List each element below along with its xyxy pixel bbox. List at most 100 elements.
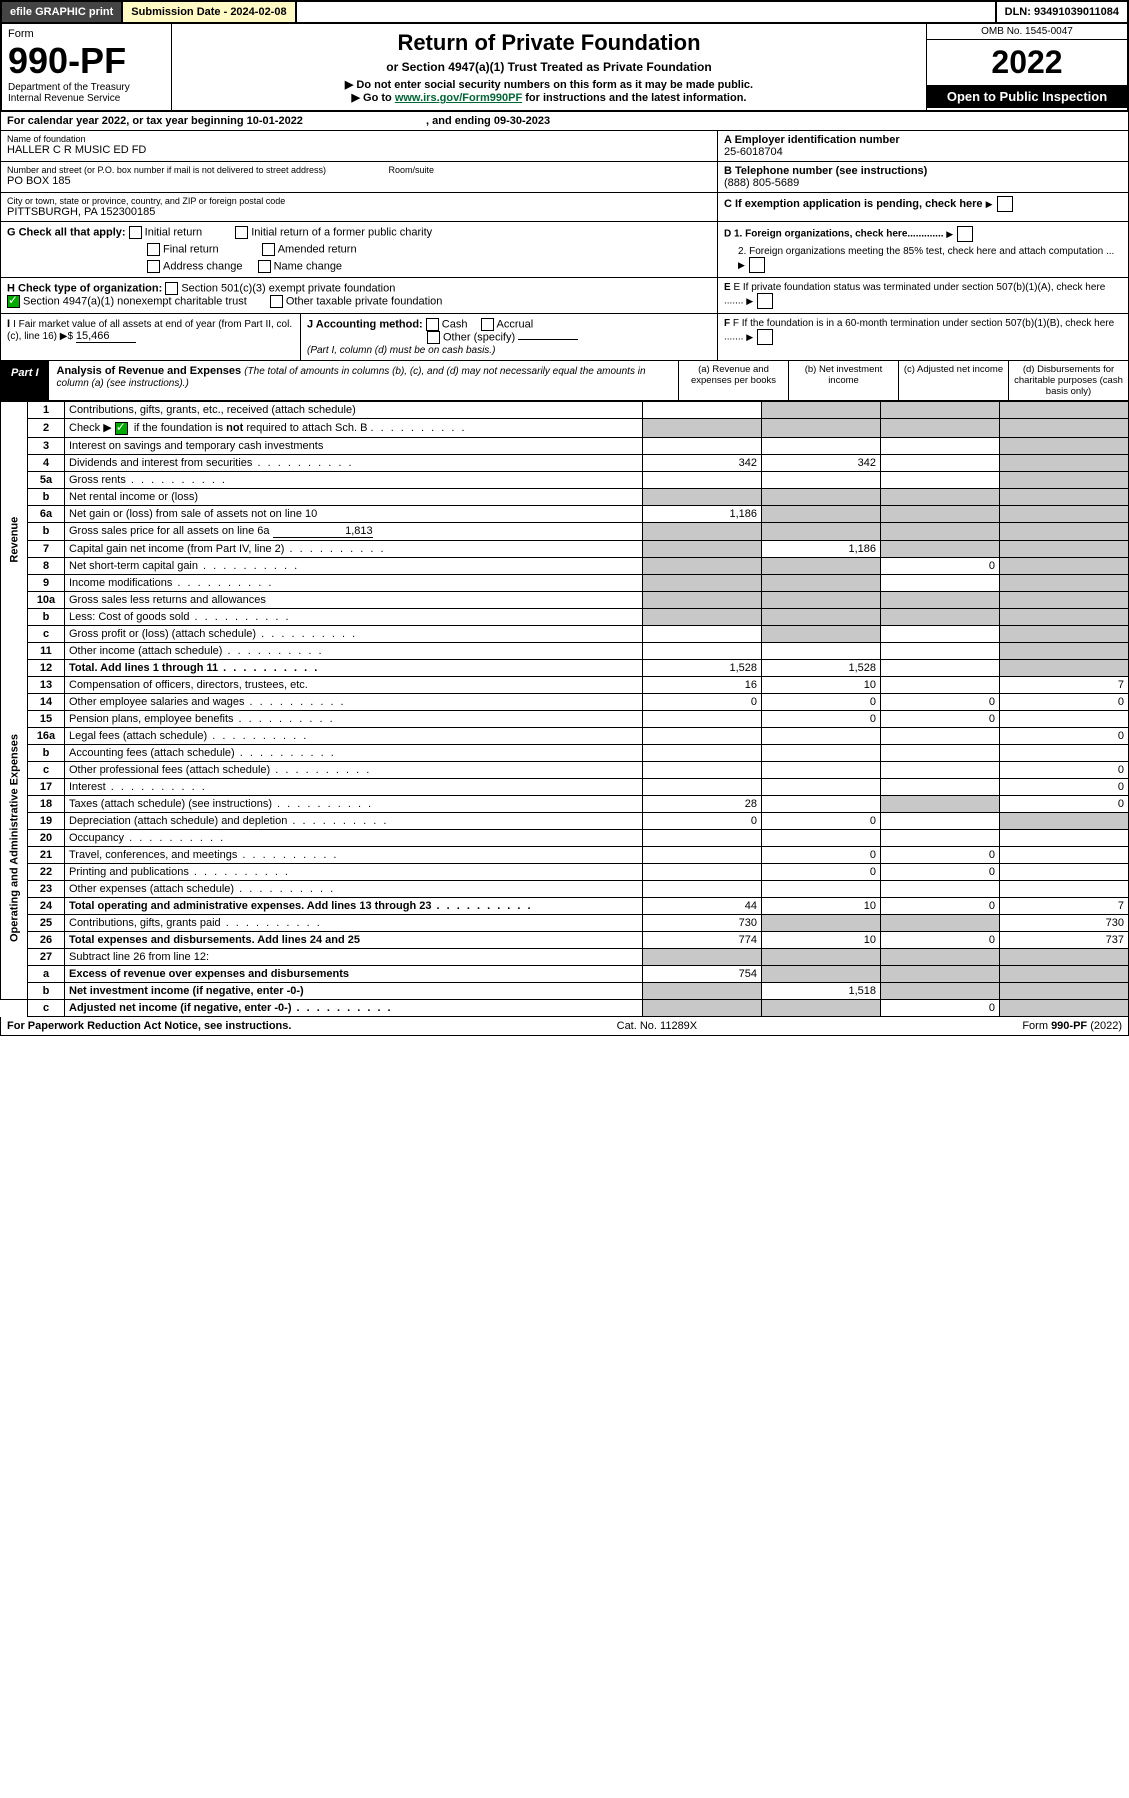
table-row: bGross sales price for all assets on lin… [1,522,1129,540]
f-block: F F If the foundation is in a 60-month t… [718,314,1128,360]
col-a-header: (a) Revenue and expenses per books [678,361,788,400]
table-row: bLess: Cost of goods sold [1,608,1129,625]
main-table: Revenue 1Contributions, gifts, grants, e… [0,401,1129,1017]
calendar-year-row: For calendar year 2022, or tax year begi… [0,112,1129,131]
g-amended[interactable] [262,243,275,256]
irs: Internal Revenue Service [8,93,165,104]
table-row: bAccounting fees (attach schedule) [1,744,1129,761]
g-final[interactable] [147,243,160,256]
j-other[interactable] [427,331,440,344]
e-block: E E If private foundation status was ter… [718,278,1128,314]
footer-right: Form 990-PF (2022) [1022,1020,1122,1032]
table-row: aExcess of revenue over expenses and dis… [1,965,1129,982]
form-header: Form 990-PF Department of the Treasury I… [0,24,1129,112]
note-1: ▶ Do not enter social security numbers o… [178,78,920,91]
ein-value: 25-6018704 [724,146,1122,158]
col-b-header: (b) Net investment income [788,361,898,400]
part1-header: Part I Analysis of Revenue and Expenses … [0,361,1129,401]
table-row: 26Total expenses and disbursements. Add … [1,931,1129,948]
spacer [297,2,997,22]
addr-value: PO BOX 185 [7,175,711,187]
g-initial-return[interactable] [129,226,142,239]
table-row: 18Taxes (attach schedule) (see instructi… [1,795,1129,812]
efile-print-button[interactable]: efile GRAPHIC print [2,2,123,22]
omb-number: OMB No. 1545-0047 [927,24,1127,40]
table-row: Operating and Administrative Expenses 13… [1,676,1129,693]
table-row: 16aLegal fees (attach schedule)0 [1,727,1129,744]
form-subtitle: or Section 4947(a)(1) Trust Treated as P… [178,60,920,74]
top-bar: efile GRAPHIC print Submission Date - 20… [0,0,1129,24]
city-value: PITTSBURGH, PA 152300185 [7,206,711,218]
foundation-name: HALLER C R MUSIC ED FD [7,144,711,156]
table-row: 17Interest0 [1,778,1129,795]
col-d-header: (d) Disbursements for charitable purpose… [1008,361,1128,400]
table-row: 10aGross sales less returns and allowanc… [1,591,1129,608]
table-row: cOther professional fees (attach schedul… [1,761,1129,778]
form-number: 990-PF [8,40,165,82]
table-row: 15Pension plans, employee benefits00 [1,710,1129,727]
d1-checkbox[interactable] [957,226,973,242]
footer: For Paperwork Reduction Act Notice, see … [0,1017,1129,1036]
footer-mid: Cat. No. 11289X [617,1020,698,1032]
schb-checkbox[interactable] [115,422,128,435]
f-checkbox[interactable] [757,329,773,345]
form-title: Return of Private Foundation [178,30,920,56]
j-accrual[interactable] [481,318,494,331]
addr-label: Number and street (or P.O. box number if… [7,165,711,175]
c-label: C If exemption application is pending, c… [724,198,983,210]
h-4947[interactable] [7,295,20,308]
dept: Department of the Treasury [8,82,165,93]
city-label: City or town, state or province, country… [7,196,711,206]
tel-label: B Telephone number (see instructions) [724,165,1122,177]
table-row: 9Income modifications [1,574,1129,591]
table-row: 2Check ▶ if the foundation is not requir… [1,419,1129,438]
h-501c3[interactable] [165,282,178,295]
g-address-change[interactable] [147,260,160,273]
g-initial-former[interactable] [235,226,248,239]
ein-label: A Employer identification number [724,134,1122,146]
g-name-change[interactable] [258,260,271,273]
table-row: cAdjusted net income (if negative, enter… [1,999,1129,1016]
g-block: G Check all that apply: Initial return I… [1,222,718,278]
submission-date: Submission Date - 2024-02-08 [123,2,296,22]
table-row: 8Net short-term capital gain0 [1,557,1129,574]
table-row: 14Other employee salaries and wages0000 [1,693,1129,710]
table-row: 27Subtract line 26 from line 12: [1,948,1129,965]
dln: DLN: 93491039011084 [997,2,1127,22]
footer-left: For Paperwork Reduction Act Notice, see … [7,1020,291,1032]
form-word: Form [8,28,165,40]
table-row: 21Travel, conferences, and meetings00 [1,846,1129,863]
table-row: 22Printing and publications00 [1,863,1129,880]
table-row: bNet investment income (if negative, ent… [1,982,1129,999]
open-public: Open to Public Inspection [927,85,1127,108]
irs-link[interactable]: www.irs.gov/Form990PF [395,92,522,104]
i-block: I I Fair market value of all assets at e… [1,314,301,360]
c-checkbox[interactable] [997,196,1013,212]
col-c-header: (c) Adjusted net income [898,361,1008,400]
j-block: J Accounting method: Cash Accrual Other … [301,314,718,360]
table-row: 24Total operating and administrative exp… [1,897,1129,914]
tax-year: 2022 [927,40,1127,85]
table-row: 20Occupancy [1,829,1129,846]
table-row: 4Dividends and interest from securities3… [1,454,1129,471]
table-row: 25Contributions, gifts, grants paid73073… [1,914,1129,931]
d2-checkbox[interactable] [749,257,765,273]
expenses-side-label: Operating and Administrative Expenses [1,676,28,999]
d-block: D 1. Foreign organizations, check here..… [718,222,1128,278]
table-row: 7Capital gain net income (from Part IV, … [1,540,1129,557]
j-cash[interactable] [426,318,439,331]
info-grid: Name of foundation HALLER C R MUSIC ED F… [0,131,1129,222]
e-checkbox[interactable] [757,293,773,309]
table-row: 5aGross rents [1,471,1129,488]
revenue-side-label: Revenue [1,402,28,677]
table-row: 23Other expenses (attach schedule) [1,880,1129,897]
table-row: Revenue 1Contributions, gifts, grants, e… [1,402,1129,419]
table-row: 12Total. Add lines 1 through 111,5281,52… [1,659,1129,676]
name-label: Name of foundation [7,134,711,144]
table-row: bNet rental income or (loss) [1,488,1129,505]
table-row: 11Other income (attach schedule) [1,642,1129,659]
h-block: H Check type of organization: Section 50… [1,278,718,314]
h-other-taxable[interactable] [270,295,283,308]
note-2: ▶ Go to www.irs.gov/Form990PF for instru… [178,91,920,104]
table-row: cGross profit or (loss) (attach schedule… [1,625,1129,642]
